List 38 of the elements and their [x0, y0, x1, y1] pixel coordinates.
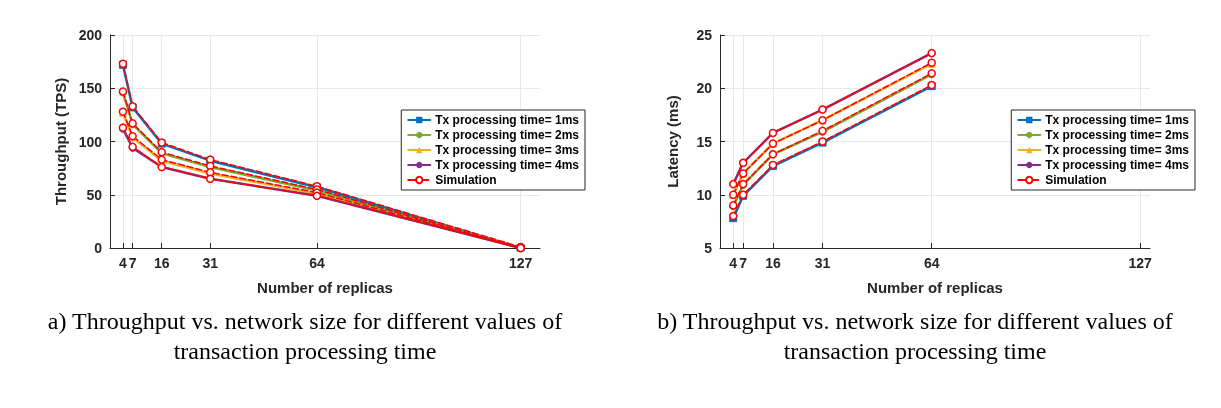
x-tick-label: 31: [202, 255, 219, 271]
y-tick-label: 100: [78, 133, 103, 150]
x-tick-label: 7: [128, 255, 137, 271]
x-tick-label: 4: [729, 255, 738, 271]
x-tick-label: 64: [309, 255, 325, 271]
y-tick-label: 25: [696, 27, 713, 43]
legend-label: Tx processing time= 1ms: [1045, 113, 1190, 127]
legend-label: Tx processing time= 4ms: [435, 158, 580, 172]
x-tick-label: 127: [508, 255, 533, 271]
text: a) Throughput vs. network size for different values of transaction processing time: [46, 307, 564, 366]
x-axis-title: Number of replicas: [257, 279, 393, 296]
x-tick-label: 31: [814, 255, 831, 271]
x-tick-label: 16: [765, 255, 781, 271]
y-tick-label: 5: [704, 240, 713, 256]
legend-label: Simulation: [1045, 173, 1107, 187]
y-axis-title: Latency (ms): [664, 95, 681, 188]
y-tick-label: 10: [696, 186, 713, 203]
x-tick-label: 16: [153, 255, 170, 271]
y-tick-label: 0: [94, 240, 103, 256]
y-axis-title: Throughput (TPS): [51, 77, 69, 206]
y-tick-label: 150: [78, 80, 103, 97]
x-tick-label: 64: [923, 255, 940, 271]
x-tick-label: 7: [739, 255, 748, 271]
legend-label: Tx processing time= 2ms: [1045, 128, 1190, 142]
text: b) Throughput vs. network size for different values of transaction processing time: [656, 307, 1174, 366]
legend-label: Tx processing time= 3ms: [1045, 143, 1190, 157]
x-tick-label: 4: [119, 255, 128, 271]
x-tick-label: 127: [1128, 255, 1152, 271]
x-axis-title: Number of replicas: [867, 279, 1003, 296]
y-tick-label: 200: [78, 27, 103, 43]
legend-label: Tx processing time= 4ms: [1045, 158, 1190, 172]
legend-label: Tx processing time= 1ms: [435, 113, 580, 127]
legend-label: Tx processing time= 3ms: [435, 143, 580, 157]
y-tick-label: 50: [86, 186, 103, 203]
y-tick-label: 15: [696, 133, 713, 150]
legend-label: Simulation: [435, 173, 497, 187]
y-tick-label: 20: [696, 80, 713, 97]
legend-label: Tx processing time= 2ms: [435, 128, 580, 142]
